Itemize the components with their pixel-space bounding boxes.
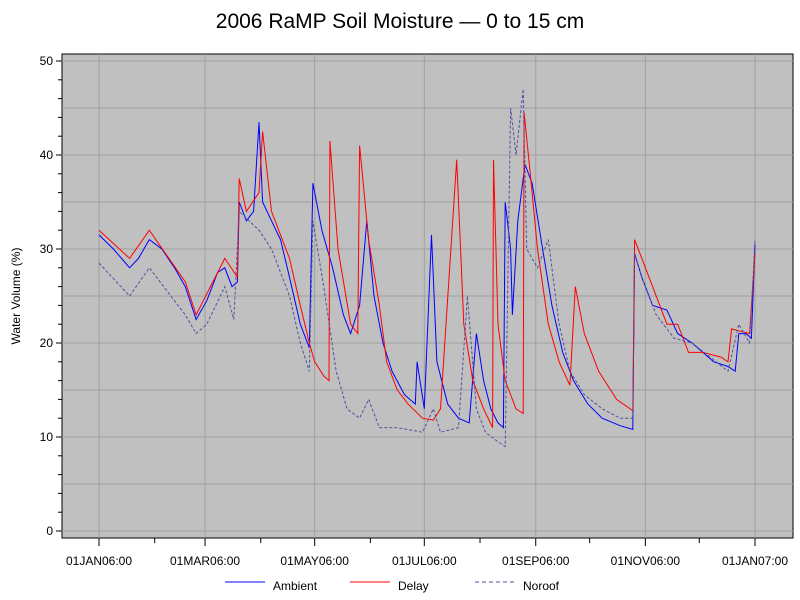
- y-tick-label: 50: [40, 54, 54, 68]
- axes: 0 10 20 30 40 50 01JAN06:00 01MAR06:00 01MAY06:0…: [40, 54, 789, 568]
- legend-label-noroof: Noroof: [523, 579, 560, 593]
- x-tick-label: 01NOV06:00: [611, 554, 681, 568]
- y-tick-label: 40: [40, 148, 54, 162]
- x-tick-label: 01JAN07:00: [722, 554, 788, 568]
- y-tick-label: 10: [40, 430, 54, 444]
- x-tick-label: 01MAR06:00: [170, 554, 240, 568]
- y-tick-label: 20: [40, 336, 54, 350]
- series-line-delay: [98, 112, 756, 428]
- series-group: [98, 89, 756, 448]
- chart-title: 2006 RaMP Soil Moisture — 0 to 15 cm: [216, 10, 584, 33]
- x-tick-label: 01JAN06:00: [66, 554, 132, 568]
- x-tick-label: 01SEP06:00: [502, 554, 570, 568]
- y-tick-label: 30: [40, 242, 54, 256]
- legend-label-delay: Delay: [398, 579, 429, 593]
- series-line-noroof: [98, 89, 756, 448]
- x-tick-label: 01JUL06:00: [392, 554, 457, 568]
- series-line-ambient: [98, 122, 756, 431]
- y-axis-label: Water Volume (%): [9, 248, 23, 345]
- grid: [62, 54, 793, 538]
- legend-label-ambient: Ambient: [273, 579, 318, 593]
- y-tick-label: 0: [46, 524, 53, 538]
- x-tick-label: 01MAY06:00: [280, 554, 349, 568]
- legend: Ambient Delay Noroof: [225, 579, 560, 593]
